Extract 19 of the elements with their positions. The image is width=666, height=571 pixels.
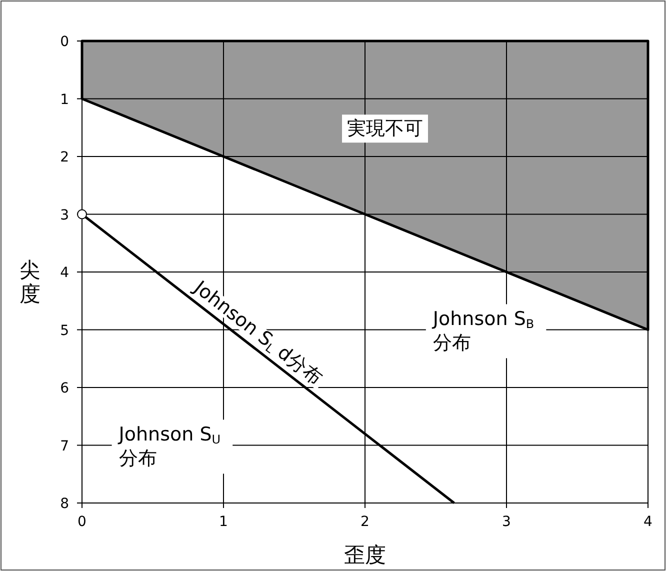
x-tick-label: 0 [78,514,86,530]
y-tick-label: 4 [60,265,70,281]
y-tick-label: 6 [60,380,70,396]
y-tick-label: 2 [60,150,69,166]
y-tick-label: 5 [60,322,69,339]
y-axis-title: 尖度 [20,258,40,306]
series-label: 実現不可 [347,118,423,140]
y-tick-label: 1 [60,92,69,108]
x-axis-title: 歪度 [344,543,386,567]
x-tick-label: 2 [360,514,370,530]
x-tick-label: 4 [644,514,653,530]
y-tick-label: 3 [60,207,69,224]
text: Johnson S$_{B}$ 分布 [432,308,534,354]
x-tick-label: 1 [219,514,228,530]
y-tick-label: 8 [60,496,69,512]
x-tick-label: 3 [502,514,511,530]
y-tick-label: 0 [60,34,69,50]
text: Johnson S$_{U}$ 分布 [118,424,221,470]
y-tick-label: 7 [60,438,69,454]
